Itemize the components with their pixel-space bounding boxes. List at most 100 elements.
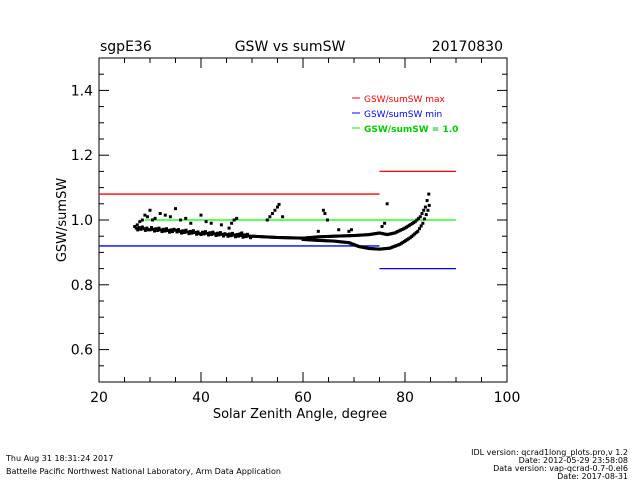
data-point (427, 203, 431, 207)
data-point (327, 234, 331, 238)
data-point (319, 239, 323, 243)
data-point (163, 213, 167, 217)
data-point (319, 235, 323, 239)
data-point (249, 236, 252, 240)
data-point (210, 232, 213, 236)
data-point (361, 233, 365, 237)
data-point (158, 212, 162, 216)
data-point (151, 218, 155, 222)
data-point (355, 233, 359, 237)
data-point (219, 231, 222, 235)
data-point (383, 221, 387, 225)
data-point (332, 239, 336, 243)
data-point (217, 233, 221, 237)
data-point (273, 208, 277, 212)
data-point (419, 224, 423, 228)
data-point (186, 230, 189, 234)
data-point (318, 235, 322, 239)
data-point (140, 225, 144, 229)
plot-axes: 20 40 60 80 100 0.6 0.8 1.0 1.2 1.4 (71, 57, 520, 406)
data-point (169, 228, 173, 232)
data-point (303, 238, 307, 242)
data-point (244, 235, 248, 239)
data-point (329, 239, 333, 243)
data-point (235, 232, 239, 236)
legend: GSW/sumSW max GSW/sumSW min GSW/sumSW = … (352, 95, 458, 135)
data-point (316, 235, 320, 239)
data-point (179, 218, 183, 222)
data-point (306, 236, 310, 240)
x-tick-label: 80 (396, 390, 414, 406)
data-point (146, 228, 150, 232)
data-point (423, 217, 427, 221)
data-point (174, 228, 177, 232)
data-point (385, 233, 389, 237)
data-point (208, 231, 212, 235)
data-point (246, 232, 249, 236)
data-point (216, 231, 219, 235)
y-axis-label: GSW/sumSW (55, 178, 70, 262)
data-point (238, 232, 242, 236)
data-point (214, 234, 218, 238)
data-point (145, 226, 149, 230)
data-point (354, 233, 358, 237)
data-point (388, 232, 392, 236)
data-point (333, 239, 337, 243)
data-point (323, 212, 327, 216)
data-point (157, 226, 161, 230)
data-point (390, 232, 394, 236)
x-tick-label: 20 (90, 390, 108, 406)
data-point (309, 238, 313, 242)
data-point (187, 232, 191, 236)
data-point (421, 221, 425, 225)
data-point (410, 235, 414, 239)
data-point (379, 231, 383, 235)
data-point (417, 227, 421, 231)
x-tick-label: 60 (294, 390, 312, 406)
data-point (142, 227, 146, 231)
data-point (307, 238, 311, 242)
data-point (268, 215, 272, 219)
data-point (204, 230, 207, 234)
data-point (270, 212, 274, 216)
data-point (199, 233, 203, 237)
data-point (304, 238, 308, 242)
data-point (234, 235, 237, 239)
data-point (276, 205, 279, 209)
data-point (391, 231, 395, 235)
data-point (336, 240, 340, 244)
data-point (232, 233, 236, 237)
data-point (226, 234, 230, 238)
data-point (231, 231, 234, 235)
data-point (345, 241, 349, 245)
data-point (148, 208, 152, 212)
data-point (381, 232, 385, 236)
data-point (247, 234, 251, 238)
data-point (195, 232, 198, 236)
data-point (219, 223, 223, 227)
data-point (202, 232, 206, 236)
data-point (153, 229, 156, 233)
data-point (189, 229, 192, 233)
data-point (414, 231, 418, 235)
data-point (192, 229, 195, 233)
data-point (313, 238, 317, 242)
data-point (228, 232, 231, 236)
data-point (196, 230, 200, 234)
data-point (151, 227, 155, 231)
legend-label-min: GSW/sumSW min (364, 110, 442, 120)
data-point (184, 228, 188, 232)
data-point (160, 230, 164, 234)
data-point (165, 227, 168, 231)
data-point (227, 226, 231, 230)
data-point (315, 235, 319, 239)
data-point (207, 233, 210, 237)
y-tick-label: 1.2 (71, 148, 93, 164)
data-point (384, 232, 388, 236)
data-point (240, 234, 243, 238)
data-point (143, 213, 147, 217)
data-point (363, 233, 367, 237)
data-point (422, 208, 426, 212)
data-point (171, 230, 174, 234)
